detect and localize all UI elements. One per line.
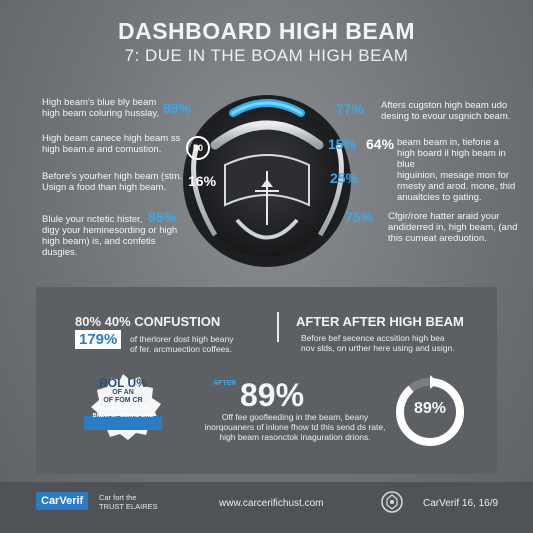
crest-icon	[381, 491, 403, 513]
seal-badge-text: ROL U% OF AN OF FOM CR ROAM CANDI NAME B…	[92, 376, 154, 419]
footer-url-link[interactable]: www.carcerifichust.com	[219, 498, 324, 509]
center-text: Off fee goofleeding in the beam, beany i…	[204, 412, 386, 442]
panel-left-percent-badge: 179%	[75, 330, 122, 349]
ring-percent: 89%	[413, 400, 447, 417]
right-item-percent: 75%	[345, 209, 374, 225]
left-item-percent: 89%	[163, 100, 192, 116]
page-subtitle: 7: DUE IN THE BOAM HIGH BEAM	[124, 46, 409, 65]
right-item-text: Cfgir/rore hatter araid your andiderred …	[388, 211, 518, 244]
right-item-percent: 77%	[336, 101, 365, 117]
panel-left-text: of therlorer dost high beany of fer. arc…	[130, 334, 234, 354]
panel-right-heading: AFTER AFTER HIGH BEAM	[296, 314, 464, 329]
left-item-percent: 85%	[148, 209, 177, 225]
left-item-text: High beam's blue bly beam high beam colu…	[42, 97, 160, 119]
footer-tagline: Car fort the TRUST ELAIRES	[99, 493, 158, 511]
gauge-graphic	[183, 95, 351, 267]
left-item-text: High beam canece high beam ss high beam.…	[42, 133, 181, 155]
seal-badge-icon	[84, 374, 162, 440]
left-item-circle-badge: 50	[186, 136, 210, 160]
page-title: DASHBOARD HIGH BEAM	[118, 18, 415, 44]
panel-left-heading: 80% 40% CONFUSTION	[75, 314, 221, 329]
right-item-text: beam beam in, tiefone a high board il hi…	[397, 137, 516, 203]
right-item-percent: 15%	[328, 136, 357, 152]
footer-bar	[0, 482, 533, 533]
center-big-percent: 89%	[240, 377, 305, 413]
right-item-percent-secondary: 64%	[366, 136, 395, 152]
after-label: AFTER	[213, 380, 237, 387]
footer-right-text: CarVerif 16, 16/9	[423, 498, 499, 509]
left-item-text: Before's yourher high beam (stm. Usign a…	[42, 171, 183, 193]
left-item-text: Blule your nctetic hister, digy your hem…	[42, 214, 178, 258]
right-item-percent: 25%	[330, 170, 359, 186]
panel-divider	[277, 312, 279, 342]
left-item-percent: 16%	[188, 173, 217, 189]
brand-logo: CarVerif	[36, 492, 89, 510]
right-item-text: Afters cugston high beam udo desing to e…	[381, 100, 511, 122]
ring-progress	[396, 375, 464, 446]
panel-right-text: Before bef secence accsition high bea no…	[301, 333, 455, 353]
